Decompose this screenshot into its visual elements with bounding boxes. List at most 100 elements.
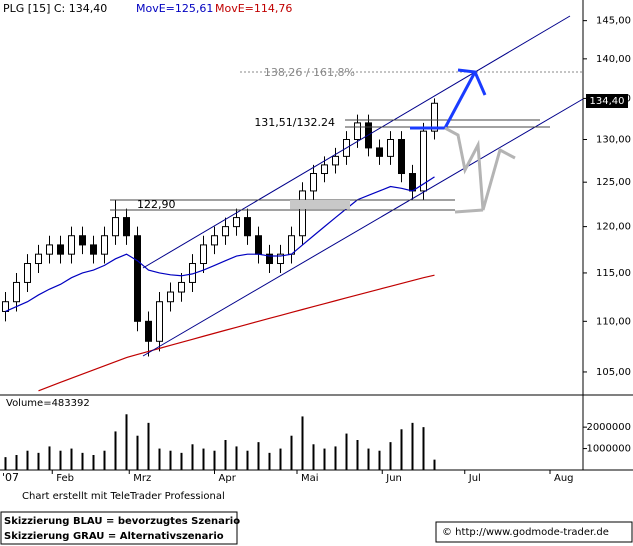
x-tick-label: Feb <box>56 473 74 484</box>
candle-body <box>255 235 262 255</box>
volume-bar <box>257 442 260 470</box>
candle-body <box>46 244 53 255</box>
scenario-arrow-grey <box>444 126 516 211</box>
candle-body <box>431 102 438 132</box>
candle-body <box>310 173 317 192</box>
candle-body <box>233 217 240 228</box>
candle-body <box>123 217 130 237</box>
legend-blue: Skizzierung BLAU = bevorzugtes Szenario <box>4 516 240 527</box>
volume-bar <box>92 455 95 470</box>
candle-body <box>178 281 185 293</box>
volume-bar <box>367 448 370 470</box>
candle-body <box>57 244 64 255</box>
y-tick-label: 120,00 <box>596 222 631 233</box>
candle-body <box>90 244 97 255</box>
channel-line <box>142 15 571 269</box>
y-tick-label: 140,00 <box>596 54 631 65</box>
volume-bar <box>356 440 359 470</box>
y-tick-label: 145,00 <box>596 16 631 27</box>
volume-bar <box>147 422 150 470</box>
x-tick-label: Apr <box>219 473 237 484</box>
volume-bar <box>180 452 183 470</box>
candle-body <box>398 139 405 175</box>
candle-body <box>156 301 163 342</box>
volume-bar <box>191 444 194 470</box>
candle-body <box>13 281 20 303</box>
moving-average <box>5 176 435 313</box>
copyright[interactable]: © http://www.godmode-trader.de <box>442 527 609 538</box>
candle-body <box>112 217 119 237</box>
volume-bar <box>301 416 304 470</box>
volume-label: Volume=483392 <box>6 398 90 409</box>
volume-bar <box>290 435 293 470</box>
volume-bar <box>158 448 161 470</box>
last-price-label: 134,40 <box>590 96 625 107</box>
candle-body <box>409 173 416 192</box>
y-tick-label: 110,00 <box>596 316 631 327</box>
volume-tick-label: 2000000 <box>586 422 631 433</box>
annotation: 122,90 <box>137 198 176 211</box>
volume-bar <box>59 450 62 470</box>
volume-bar <box>323 448 326 470</box>
y-tick-label: 130,00 <box>596 135 631 146</box>
candle-body <box>354 122 361 141</box>
volume-bar <box>70 448 73 470</box>
volume-bar <box>235 446 238 470</box>
volume-bar <box>202 448 205 470</box>
volume-bar <box>246 450 249 470</box>
volume-bar <box>4 457 7 470</box>
volume-tick-label: 1000000 <box>586 444 631 455</box>
chart-title: PLG [15] C: 134,40 <box>3 2 107 15</box>
volume-bar <box>268 452 271 470</box>
copyright-box[interactable] <box>435 521 633 543</box>
volume-bar <box>26 450 29 470</box>
candle-body <box>134 235 141 322</box>
arrow-head-blue <box>457 68 487 96</box>
candle-body <box>211 235 218 246</box>
candle-body <box>79 235 86 246</box>
volume-bar <box>422 427 425 470</box>
candle-body <box>200 244 207 265</box>
volume-bar <box>279 448 282 470</box>
volume-bar <box>125 414 128 470</box>
moving-average <box>38 274 435 392</box>
candle-body <box>288 235 295 255</box>
credit: Chart erstellt mit TeleTrader Profession… <box>22 491 225 502</box>
candle-body <box>24 263 31 283</box>
volume-bar <box>114 431 117 470</box>
candle-body <box>101 235 108 255</box>
plot: 105,00110,00115,00120,00125,00130,00135,… <box>2 16 631 484</box>
candle-body <box>299 190 306 237</box>
header-bg <box>0 0 290 16</box>
candle-body <box>277 253 284 265</box>
x-tick-label: Jun <box>385 473 402 484</box>
candle-body <box>321 164 328 175</box>
volume-bar <box>136 435 139 470</box>
candle-body <box>35 253 42 265</box>
y-tick-label: 125,00 <box>596 177 631 188</box>
volume-bar <box>312 444 315 470</box>
year-label: '07 <box>2 471 19 484</box>
arrow-head-grey <box>454 208 484 214</box>
x-tick-label: Jul <box>468 473 481 484</box>
candle-body <box>68 235 75 255</box>
volume-bar <box>213 450 216 470</box>
volume-bar <box>411 422 414 470</box>
legend-box <box>0 511 238 545</box>
x-tick-label: Mrz <box>133 473 151 484</box>
candle-body <box>167 291 174 303</box>
last-price-box <box>586 94 628 108</box>
annotation: 138,26 / 161,8% <box>264 66 355 79</box>
candle-body <box>145 320 152 342</box>
volume-bar <box>224 440 227 470</box>
channel-line <box>142 98 584 357</box>
volume-bar <box>81 452 84 470</box>
y-tick-label: 115,00 <box>596 268 631 279</box>
support-zone <box>290 200 350 209</box>
volume-bar <box>378 450 381 470</box>
legend-grey: Skizzierung GRAU = Alternativszenario <box>4 531 224 542</box>
volume-bar <box>400 429 403 470</box>
legend-entry: MovE=114,76 <box>215 2 292 15</box>
